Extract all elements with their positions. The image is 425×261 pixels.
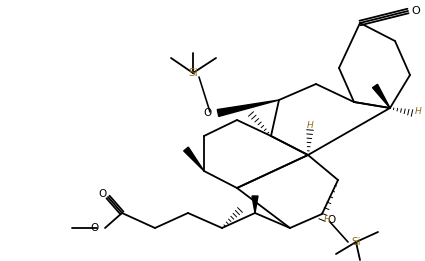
Text: Si: Si [188, 68, 198, 78]
Polygon shape [373, 84, 390, 108]
Text: H: H [323, 215, 330, 223]
Polygon shape [184, 147, 204, 171]
Polygon shape [252, 196, 258, 213]
Text: O: O [99, 189, 107, 199]
Text: O: O [204, 108, 212, 118]
Text: O: O [328, 215, 336, 225]
Text: Si: Si [351, 237, 361, 247]
Text: H: H [415, 108, 421, 116]
Text: O: O [412, 6, 420, 16]
Polygon shape [217, 100, 279, 116]
Text: O: O [91, 223, 99, 233]
Text: H: H [306, 121, 313, 129]
